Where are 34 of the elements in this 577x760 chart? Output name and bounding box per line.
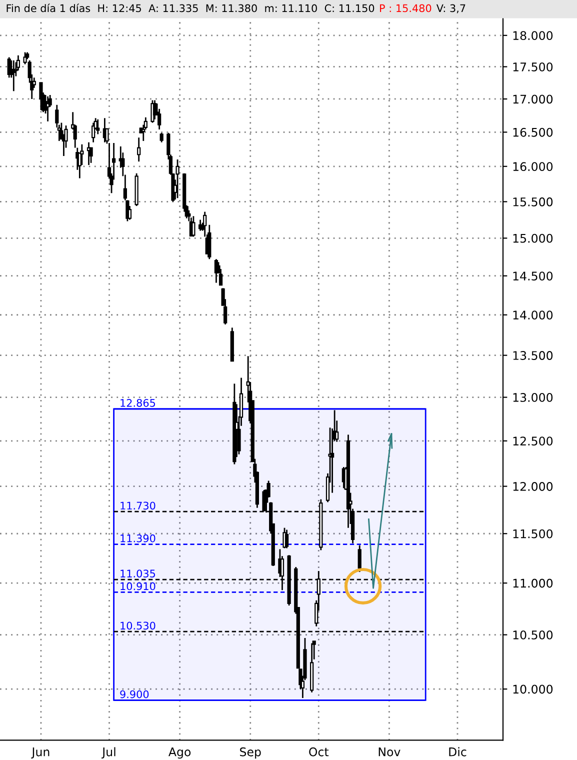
ref-line-label: 9.900 — [120, 690, 149, 698]
y-tick-label: 12.500 — [513, 436, 553, 446]
y-tick-label: 12.000 — [513, 482, 553, 491]
y-tick-label: 14.000 — [513, 310, 553, 320]
ref-line-label: 12.865 — [120, 398, 156, 407]
chart-title: Fin de día 1 días H: 12:45 A: 11.335 M: 11.380 m: 11.110 C: 11.150 — [6, 4, 374, 12]
x-tick-label: Dic — [449, 747, 466, 756]
x-tick-label: Ago — [168, 748, 191, 759]
y-tick-label: 11.000 — [513, 578, 553, 588]
y-tick-label: 13.500 — [513, 351, 553, 360]
y-tick-label: 10.500 — [513, 630, 553, 640]
ref-line-label: 11.730 — [120, 502, 156, 510]
y-tick-label: 17.500 — [513, 62, 553, 72]
x-tick-label: Jul — [102, 747, 116, 759]
y-tick-label: 13.000 — [513, 393, 553, 402]
y-tick-label: 11.500 — [513, 529, 553, 538]
x-tick-label: Sep — [240, 747, 261, 759]
y-tick-label: 17.000 — [513, 94, 553, 104]
ref-line-label: 10.530 — [120, 622, 156, 630]
y-tick-label: 15.500 — [513, 197, 553, 206]
x-tick-label: Jun — [31, 748, 50, 759]
x-tick-label: Oct — [309, 747, 329, 756]
ref-line-label: 10.910 — [120, 582, 156, 590]
y-tick-label: 14.500 — [513, 272, 553, 281]
ref-line-label: 11.035 — [120, 570, 156, 578]
chart-subtitle: P : 15.480 — [380, 4, 432, 12]
text: V: 3,7 — [436, 4, 466, 14]
y-tick-label: 15.000 — [513, 234, 553, 243]
y-tick-label: 10.000 — [513, 684, 553, 694]
ref-line-label: 11.390 — [120, 534, 156, 542]
y-tick-label: 16.500 — [513, 128, 553, 137]
y-tick-label: 18.000 — [513, 31, 553, 40]
y-tick-label: 16.000 — [513, 162, 553, 172]
x-tick-label: Nov — [378, 748, 400, 756]
